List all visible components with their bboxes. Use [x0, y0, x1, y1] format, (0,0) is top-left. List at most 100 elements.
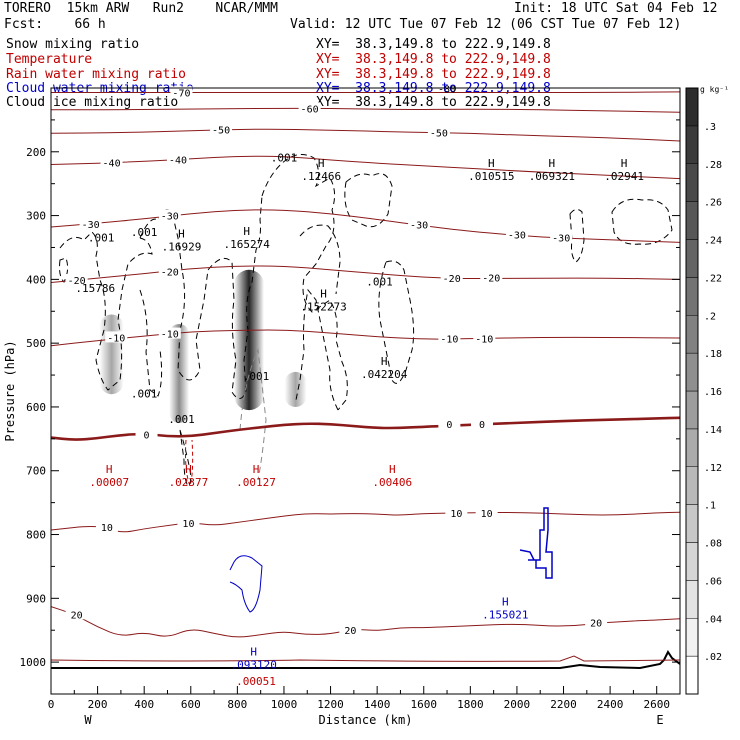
- cloud-water-maximum-marker: H: [502, 596, 509, 609]
- cloud-outline-contour: [378, 260, 415, 384]
- init-time: Init: 18 UTC Sat 04 Feb 12: [514, 1, 718, 16]
- x-tick-label: 800: [227, 698, 247, 711]
- colorbar-tick-label: .02: [704, 652, 722, 663]
- contour-label-bg: [470, 418, 493, 430]
- y-tick-label: 1000: [20, 656, 47, 669]
- temperature-contour: [51, 128, 680, 142]
- rain-water-maximum-marker: H: [106, 463, 113, 476]
- x-tick-label: 1000: [271, 698, 298, 711]
- colorbar-tick-label: .12: [704, 463, 722, 474]
- contour-label-bg: [585, 616, 608, 628]
- snow-maximum-value: .042204: [361, 368, 408, 381]
- snow-shading-column: [169, 324, 190, 423]
- east-end-label: E: [656, 713, 663, 727]
- contour-label-bg: [210, 123, 233, 135]
- contour-label-bg: [408, 218, 431, 230]
- cloud-outline-contour: [139, 289, 163, 397]
- colorbar-tick-label: .26: [704, 198, 722, 209]
- snow-maximum-marker: H: [243, 225, 250, 238]
- x-tick-label: 2000: [504, 698, 531, 711]
- contour-label-bg: [177, 517, 200, 529]
- field-xy-snow: XY= 38.3,149.8 to 222.9,149.8: [316, 37, 551, 52]
- colorbar-tick-label: .24: [704, 236, 722, 247]
- snow-maximum-value: .001: [131, 226, 158, 239]
- cloud-ice-maximum-marker: H: [318, 157, 325, 170]
- temperature-contour: [51, 511, 680, 533]
- y-tick-label: 500: [26, 337, 46, 350]
- contour-label-bg: [438, 332, 461, 344]
- near-surface-contour: [51, 655, 680, 662]
- cloud-ice-maximum-value: .069321: [529, 170, 575, 183]
- colorbar-tick-label: .28: [704, 160, 722, 171]
- contour-label-bg: [79, 217, 102, 229]
- temperature-contour-label: -20: [161, 268, 179, 279]
- snow-maximum-value: .001: [366, 276, 393, 289]
- colorbar-tick-label: .04: [704, 614, 722, 625]
- surface-line: [51, 650, 680, 670]
- snow-maximum-marker: H: [178, 228, 185, 241]
- field-name-snow: Snow mixing ratio: [6, 37, 140, 52]
- snow-maximum-marker: H: [381, 355, 388, 368]
- rain-water-maximum-value: .02377: [169, 476, 209, 489]
- colorbar-tick-label: .14: [704, 425, 722, 436]
- temperature-contour-label: -10: [440, 335, 458, 346]
- valid-time: Valid: 12 UTC Tue 07 Feb 12 (06 CST Tue …: [290, 17, 682, 32]
- contour-label-bg: [105, 331, 128, 343]
- cloud-outline-contour: [295, 288, 339, 411]
- colorbar-unit: g kg⁻¹: [700, 85, 729, 94]
- temperature-contour: [51, 107, 680, 113]
- snow-contour: [239, 348, 267, 481]
- colorbar-tick-label: .1: [704, 501, 716, 512]
- colorbar-segment: [685, 466, 699, 505]
- cloud-ice-maximum-value: .02941: [604, 170, 644, 183]
- x-tick-label: 200: [88, 698, 108, 711]
- temperature-contour: [51, 155, 680, 180]
- cloud-outline-contour: [59, 231, 153, 391]
- colorbar-segment: [685, 277, 699, 316]
- temperature-contour-label: -30: [552, 233, 570, 244]
- temperature-contour-label: -20: [68, 276, 86, 287]
- contour-label-bg: [95, 520, 118, 532]
- contour-label-bg: [158, 209, 181, 221]
- y-tick-label: 300: [26, 210, 46, 223]
- cloud-ice-maximum-value: .001: [88, 232, 115, 245]
- x-tick-label: 1600: [410, 698, 437, 711]
- colorbar-segment: [685, 542, 699, 581]
- cloud-ice-maximum-marker: H: [549, 157, 556, 170]
- x-tick-label: 1400: [364, 698, 391, 711]
- colorbar-segment: [685, 125, 699, 164]
- temperature-contour: [51, 329, 680, 347]
- colorbar-tick-label: .08: [704, 539, 722, 550]
- rain-water-maximum-marker: H: [389, 463, 396, 476]
- temperature-contour-label: -30: [161, 212, 179, 223]
- colorbar-segment: [685, 428, 699, 467]
- rain-water-maximum-value: .00406: [372, 476, 412, 489]
- colorbar-tick-label: .2: [704, 311, 716, 322]
- temperature-contour-label: 20: [590, 619, 602, 630]
- temperature-contour: [51, 91, 680, 93]
- rain-water-maximum-value: .00127: [236, 476, 276, 489]
- rain-contour: [185, 439, 194, 488]
- x-tick-label: 1200: [317, 698, 344, 711]
- colorbar-segment: [685, 580, 699, 619]
- colorbar-segment: [685, 239, 699, 278]
- colorbar-tick-label: .06: [704, 576, 722, 587]
- temperature-contour: [51, 416, 680, 441]
- cloud-water-maximum-marker: H: [250, 645, 257, 658]
- snow-maximum-value: .001: [168, 413, 195, 426]
- temperature-contour-label: 10: [481, 509, 493, 520]
- contour-label-bg: [440, 272, 463, 284]
- field-name-temperature: Temperature: [6, 52, 93, 67]
- cloud-ice-maximum-value: .001: [271, 151, 298, 164]
- contour-label-bg: [135, 428, 158, 440]
- contour-label-bg: [100, 156, 123, 168]
- cloud-water-maximum-value: .155021: [482, 609, 528, 622]
- temperature-contour-label: -80: [438, 85, 456, 96]
- field-name-rain: Rain water mixing ratio: [6, 67, 187, 82]
- snow-maximum-marker: H: [320, 288, 327, 301]
- temperature-contour-label: -20: [482, 273, 500, 284]
- temperature-contour-label: -50: [430, 129, 448, 140]
- colorbar-segment: [685, 201, 699, 240]
- contour-label-bg: [339, 624, 362, 636]
